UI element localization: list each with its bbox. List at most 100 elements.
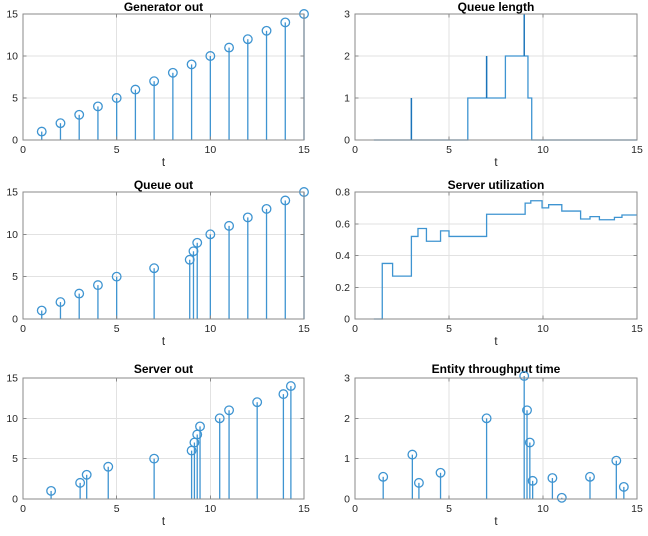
plot-title-queue-out: Queue out [133, 178, 194, 192]
y-tick-label: 0 [344, 494, 350, 506]
stem-marker [481, 413, 492, 424]
stem-marker [167, 67, 178, 78]
y-tick-label: 5 [12, 271, 18, 283]
stem-marker [46, 485, 57, 496]
x-axis-label: t [161, 336, 166, 348]
x-tick-label: 0 [352, 144, 358, 156]
subplot-server-out: Server out t 0 5 10 15 0 5 10 15 [0, 356, 324, 536]
stem-marker [195, 421, 205, 432]
axes-box [354, 377, 638, 500]
stem-marker [103, 461, 114, 472]
y-tick-label: 0.2 [335, 282, 350, 294]
y-tick-label: 3 [344, 373, 350, 385]
stem-marker [242, 212, 253, 223]
stem-marker [75, 477, 86, 488]
x-axis-label: t [161, 516, 166, 528]
stem-marker [618, 481, 629, 492]
stem-marker [186, 59, 197, 70]
stem-marker [285, 381, 296, 392]
y-tick-label: 15 [6, 373, 18, 385]
x-tick-label: 15 [298, 503, 310, 515]
y-tick-label: 0 [344, 135, 350, 147]
y-tick-label: 2 [344, 413, 350, 425]
x-tick-label: 5 [446, 503, 452, 515]
y-tick-label: 5 [12, 93, 18, 105]
stem-marker [149, 76, 160, 87]
axes-box [354, 13, 638, 141]
x-tick-label: 10 [537, 503, 549, 515]
stem-marker [149, 453, 160, 464]
subplot-queue-length: Queue length t 0 5 10 15 0 1 2 3 [324, 0, 648, 178]
stem-marker [280, 195, 291, 206]
plot-title-entity-throughput-time: Entity throughput time [431, 362, 561, 376]
y-tick-label: 5 [12, 453, 18, 465]
plot-canvas: 0 5 10 15 0 5 10 15 [6, 9, 310, 157]
x-tick-label: 10 [537, 144, 549, 156]
axes-box [22, 191, 305, 320]
stairs-line [373, 14, 637, 141]
x-axis-label: t [494, 516, 498, 528]
subplot-entity-throughput-time: Entity throughput time t 0 5 10 15 0 1 2 3 [324, 356, 648, 536]
stem-marker [149, 263, 160, 274]
y-tick-label: 3 [344, 9, 350, 21]
plot-canvas: 0 5 10 15 0 0.2 0.4 0.6 0.8 [335, 187, 643, 336]
stem-marker [547, 473, 558, 483]
stem-marker [611, 455, 622, 466]
stem-marker [214, 413, 225, 424]
stem-marker [280, 17, 291, 28]
y-tick-label: 0 [12, 494, 18, 506]
stem-marker [36, 305, 47, 316]
plot-canvas: 0 5 10 15 0 1 2 3 [344, 9, 643, 157]
x-tick-label: 5 [446, 144, 452, 156]
stem-marker [556, 492, 567, 503]
stem-marker [278, 389, 289, 400]
x-tick-label: 0 [20, 503, 26, 515]
stem-marker [74, 109, 85, 120]
stem-marker [224, 405, 235, 416]
subplot-generator-out: Generator out t 0 5 10 15 0 5 10 15 [0, 0, 324, 178]
x-tick-label: 10 [204, 323, 216, 335]
y-tick-label: 0.4 [335, 250, 350, 262]
x-tick-label: 10 [537, 323, 549, 335]
stem-marker [81, 469, 92, 480]
stem-marker [519, 371, 530, 381]
x-axis-label: t [161, 157, 166, 169]
plot-title-server-utilization: Server utilization [447, 178, 545, 192]
stem-marker [252, 397, 263, 408]
y-tick-label: 15 [6, 9, 18, 21]
y-tick-label: 0 [12, 135, 18, 147]
stem-marker [74, 288, 85, 299]
plot-title-generator-out: Generator out [123, 0, 204, 14]
plot-title-queue-length: Queue length [457, 0, 535, 14]
x-tick-label: 15 [298, 323, 310, 335]
stem-marker [224, 220, 235, 231]
stem-marker [413, 477, 424, 488]
x-tick-label: 5 [114, 323, 120, 335]
stem-marker [192, 237, 203, 248]
y-tick-label: 0.6 [335, 218, 350, 230]
y-tick-label: 0 [12, 314, 18, 326]
stem-marker [92, 280, 103, 291]
y-tick-label: 1 [344, 93, 350, 105]
subplot-server-utilization: Server utilization t 0 5 10 15 0 0.2 0.4 0.6 0.8 [324, 178, 648, 356]
axes-box [22, 13, 305, 141]
subplot-queue-out: Queue out t 0 5 10 15 0 5 10 15 [0, 178, 324, 356]
axes-box [22, 377, 305, 500]
stem-marker [205, 229, 216, 240]
stem-marker [205, 51, 216, 61]
plot-canvas: 0 5 10 15 0 1 2 3 [344, 371, 643, 515]
stem-marker [522, 405, 532, 416]
y-tick-label: 2 [344, 51, 350, 63]
stem-marker [36, 126, 47, 137]
stem-marker [261, 203, 272, 214]
plot-title-server-out: Server out [133, 362, 194, 376]
x-tick-label: 15 [631, 144, 643, 156]
plot-canvas: 0 5 10 15 0 5 10 15 [6, 373, 310, 516]
x-tick-label: 5 [114, 144, 120, 156]
y-tick-label: 10 [6, 51, 18, 63]
stem-marker [92, 101, 103, 112]
x-tick-label: 0 [352, 323, 358, 335]
x-tick-label: 0 [20, 144, 26, 156]
x-tick-label: 15 [631, 503, 643, 515]
